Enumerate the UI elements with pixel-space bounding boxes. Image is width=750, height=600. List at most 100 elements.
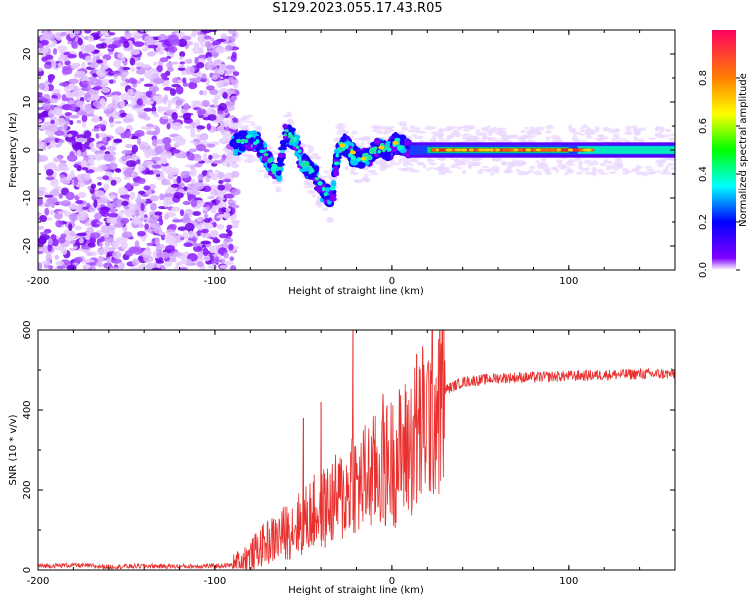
heatmap-cell: [625, 128, 631, 132]
heatmap-cell: [573, 132, 582, 135]
heatmap-cell: [259, 149, 265, 154]
heatmap-cell: [528, 165, 536, 170]
snr-series-line: [38, 330, 675, 570]
heatmap-cell: [213, 94, 221, 101]
heatmap-cell: [195, 157, 203, 162]
snr-plot-frame: [37, 329, 676, 571]
heatmap-cell: [144, 70, 153, 79]
heatmap-cell: [399, 157, 408, 161]
heatmap-cell: [138, 111, 148, 120]
heatmap-cell: [81, 245, 90, 250]
heatmap-cell: [184, 222, 195, 232]
heatmap-cell: [415, 130, 423, 134]
heatmap-cell: [83, 265, 88, 270]
heatmap-cell: [518, 148, 524, 152]
heatmap-cell: [219, 117, 224, 125]
colorbar-tick-label: 0.8: [698, 70, 709, 86]
heatmap-cell: [481, 126, 489, 132]
heatmap-cell: [237, 118, 244, 123]
heatmap-cell: [75, 137, 87, 143]
heatmap-cell: [202, 89, 208, 96]
heatmap-cell: [648, 137, 657, 140]
heatmap-cell: [197, 251, 204, 259]
heatmap-cell: [182, 77, 187, 84]
heatmap-cell: [135, 209, 140, 217]
heatmap-cell: [183, 242, 193, 248]
heatmap-cell: [226, 133, 231, 136]
heatmap-cell: [163, 86, 173, 91]
heatmap-cell: [218, 69, 225, 76]
heatmap-cell: [85, 169, 95, 174]
heatmap-cell: [333, 161, 340, 166]
heatmap-cell: [139, 144, 146, 151]
heatmap-cell: [84, 30, 92, 34]
heatmap-cell: [255, 127, 263, 132]
heatmap-cell: [520, 129, 526, 134]
heatmap-cell: [654, 134, 660, 137]
heatmap-cell: [206, 205, 211, 210]
snr-ytick-label: 600: [22, 320, 33, 339]
heatmap-cell: [179, 56, 184, 60]
heatmap-cell: [392, 140, 399, 145]
heatmap-cell: [581, 124, 589, 129]
snr-xtick-label: 100: [559, 576, 578, 587]
heatmap-cell: [619, 138, 627, 142]
heatmap-cell: [504, 161, 512, 165]
heatmap-cell: [364, 174, 370, 177]
heatmap-cell: [185, 67, 190, 75]
heatmap-xtick-label: -100: [204, 276, 227, 287]
heatmap-cell: [71, 130, 78, 138]
heatmap-cell: [528, 132, 536, 135]
heatmap-cell: [63, 51, 71, 56]
heatmap-cell: [164, 213, 169, 220]
heatmap-cell: [45, 253, 52, 263]
heatmap-cell: [84, 44, 96, 53]
heatmap-cell: [234, 122, 243, 126]
snr-axes: -200 -100 0 100 0 200 400 600: [22, 320, 676, 587]
heatmap-cell: [71, 139, 77, 145]
heatmap-cell: [92, 73, 99, 78]
heatmap-cell: [141, 94, 147, 102]
heatmap-cell: [108, 116, 114, 124]
heatmap-cell: [670, 167, 675, 171]
heatmap-cell: [311, 193, 317, 198]
heatmap-cell: [495, 148, 501, 152]
heatmap-cell: [225, 64, 235, 70]
heatmap-cell: [96, 176, 104, 180]
heatmap-cell: [89, 62, 99, 69]
heatmap-cell: [192, 46, 203, 55]
heatmap-cell: [223, 252, 229, 259]
heatmap-cell: [41, 56, 48, 62]
heatmap-cell: [349, 135, 354, 139]
heatmap-ytick-label: -20: [22, 238, 33, 254]
heatmap-cell: [438, 132, 445, 137]
heatmap-cell: [492, 126, 498, 132]
heatmap-cell: [286, 120, 295, 126]
heatmap-cell: [74, 142, 83, 151]
heatmap-cell: [210, 188, 215, 197]
heatmap-cell: [195, 144, 207, 152]
heatmap-cell: [568, 127, 577, 131]
heatmap-cell: [430, 131, 439, 135]
heatmap-cell: [148, 183, 156, 191]
heatmap-cell: [44, 30, 54, 40]
heatmap-cell: [211, 263, 218, 270]
heatmap-cell: [146, 148, 158, 157]
heatmap-cell: [461, 169, 467, 175]
heatmap-cell: [64, 112, 72, 116]
heatmap-cell: [342, 130, 349, 135]
heatmap-cell: [267, 158, 273, 164]
heatmap-cell: [664, 128, 672, 133]
heatmap-cell: [183, 213, 190, 221]
heatmap-cell: [61, 247, 68, 255]
heatmap-cell: [122, 61, 128, 66]
heatmap-cell: [471, 157, 476, 162]
heatmap-cell: [45, 176, 55, 181]
heatmap-cell: [488, 137, 498, 142]
heatmap-ytick-label: -10: [22, 190, 33, 206]
heatmap-cell: [150, 202, 157, 211]
heatmap-cell: [94, 212, 102, 220]
heatmap-cell: [131, 78, 138, 85]
heatmap-cell: [141, 64, 151, 69]
heatmap-cell: [193, 181, 205, 191]
